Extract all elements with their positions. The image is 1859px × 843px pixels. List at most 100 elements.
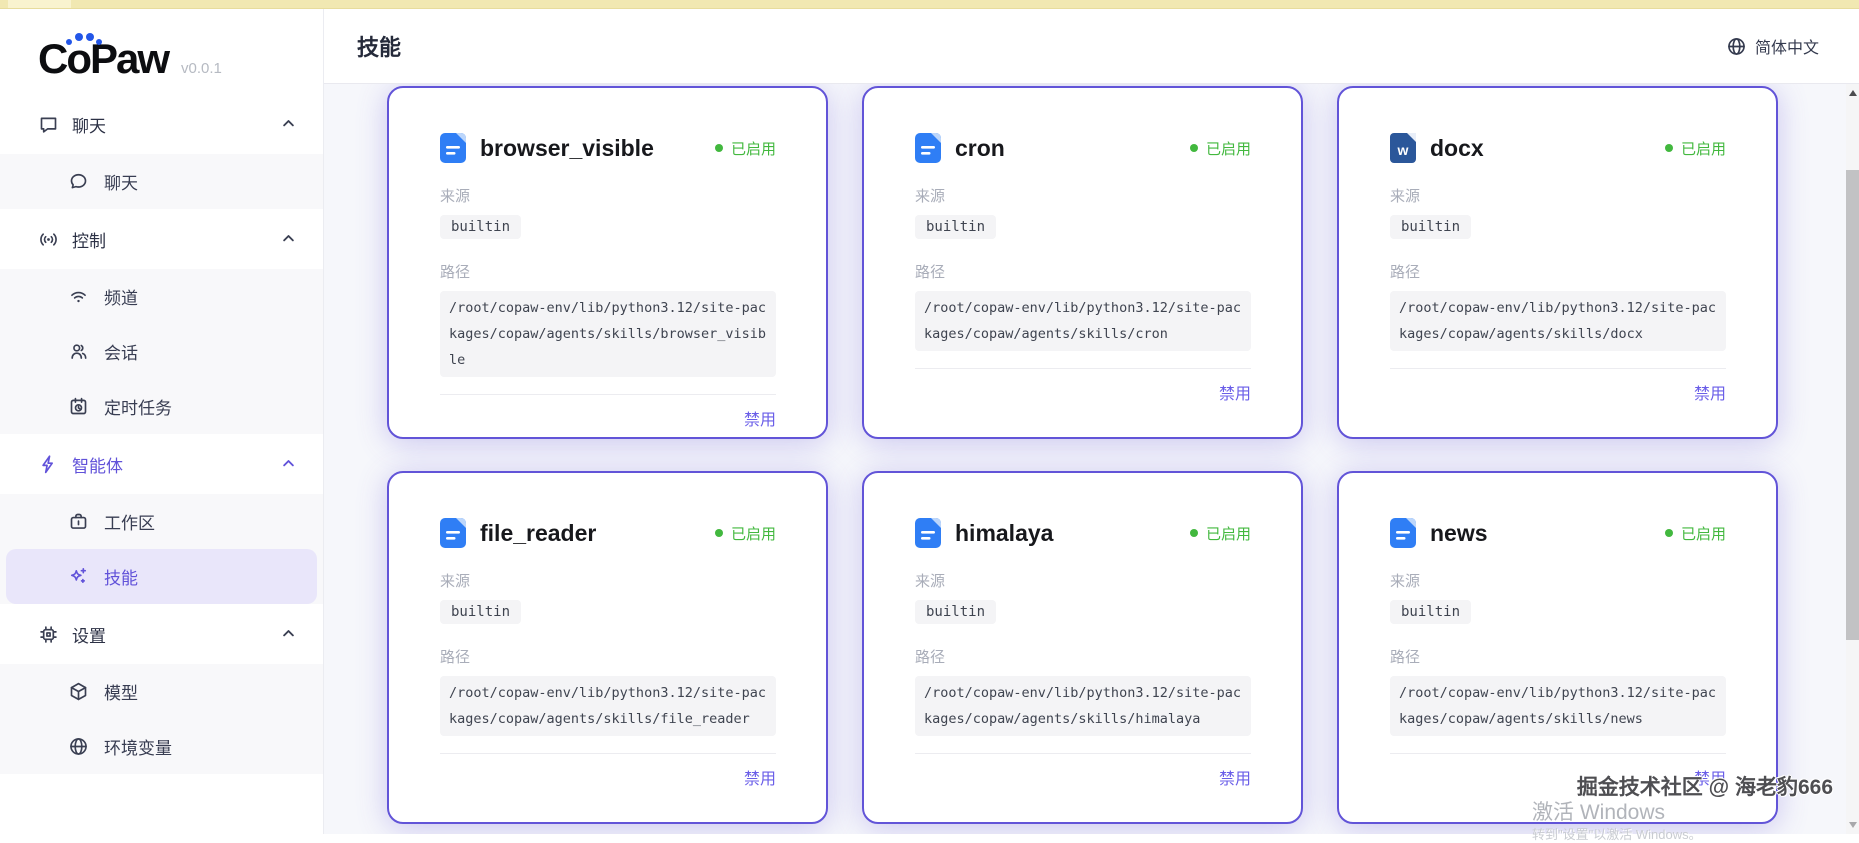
skill-card-header: news 已启用 bbox=[1390, 518, 1726, 548]
users-icon bbox=[68, 341, 89, 362]
file-doc-icon bbox=[915, 518, 941, 548]
page-title: 技能 bbox=[357, 35, 402, 60]
top-strip-segment bbox=[8, 0, 71, 8]
disable-button[interactable]: 禁用 bbox=[1693, 386, 1726, 403]
source-label: 来源 bbox=[440, 573, 471, 590]
activate-windows-watermark: 激活 Windows bbox=[1532, 801, 1666, 824]
sparkles-icon bbox=[68, 566, 89, 587]
logo-text: CoPaw bbox=[38, 35, 170, 83]
language-switcher[interactable]: 简体中文 bbox=[1726, 34, 1819, 58]
sidebar-item-label: 会话 bbox=[104, 344, 138, 363]
sidebar-item-channels[interactable]: 频道 bbox=[0, 269, 323, 324]
main-area: 技能 简体中文 browser_visible 已启用 来源 builtin 路… bbox=[324, 9, 1859, 834]
status-badge: 已启用 bbox=[1664, 523, 1726, 544]
status-badge: 已启用 bbox=[714, 138, 776, 159]
card-actions: 禁用 bbox=[1390, 369, 1726, 404]
app-logo: CoPaw bbox=[38, 33, 170, 83]
sidebar-item-chat[interactable]: 聊天 bbox=[0, 154, 323, 209]
source-value: builtin bbox=[915, 215, 997, 239]
status-dot-icon bbox=[1664, 144, 1673, 152]
calendar-clock-icon bbox=[68, 396, 89, 417]
path-label: 路径 bbox=[1390, 649, 1421, 666]
scroll-up-button[interactable] bbox=[1846, 85, 1859, 101]
skill-card-header: w docx 已启用 bbox=[1390, 133, 1726, 163]
status-dot-icon bbox=[1189, 529, 1198, 537]
globe-icon bbox=[1726, 36, 1746, 56]
status-label: 已启用 bbox=[1680, 525, 1726, 543]
card-actions: 禁用 bbox=[440, 754, 776, 789]
disable-button[interactable]: 禁用 bbox=[743, 771, 776, 788]
sidebar-item-label: 聊天 bbox=[104, 174, 138, 193]
triangle-down-icon bbox=[1848, 822, 1857, 828]
app-version: v0.0.1 bbox=[181, 60, 222, 77]
source-label: 来源 bbox=[440, 188, 471, 205]
path-value: /root/copaw-env/lib/python3.12/site-pack… bbox=[915, 291, 1251, 351]
disable-button[interactable]: 禁用 bbox=[1218, 771, 1251, 788]
content-area: browser_visible 已启用 来源 builtin 路径 /root/… bbox=[324, 84, 1859, 834]
skill-card: cron 已启用 来源 builtin 路径 /root/copaw-env/l… bbox=[862, 86, 1303, 439]
sidebar-section-settings[interactable]: 设置 bbox=[0, 604, 323, 664]
skill-card-header: himalaya 已启用 bbox=[915, 518, 1251, 548]
sidebar-item-label: 工作区 bbox=[104, 514, 155, 533]
sidebar-item-scheduled-tasks[interactable]: 定时任务 bbox=[0, 379, 323, 434]
skill-name: himalaya bbox=[955, 519, 1054, 546]
skill-card: browser_visible 已启用 来源 builtin 路径 /root/… bbox=[387, 86, 828, 439]
sidebar-subgroup-agents: 工作区 技能 bbox=[0, 494, 323, 604]
source-value: builtin bbox=[1390, 600, 1472, 624]
card-divider bbox=[440, 394, 776, 395]
path-value: /root/copaw-env/lib/python3.12/site-pack… bbox=[1390, 291, 1726, 351]
sidebar-item-sessions[interactable]: 会话 bbox=[0, 324, 323, 379]
cube-icon bbox=[68, 681, 89, 702]
source-label: 来源 bbox=[915, 573, 946, 590]
lightning-icon bbox=[38, 454, 59, 475]
logo-row: CoPaw v0.0.1 bbox=[0, 9, 323, 94]
sidebar-item-env-vars[interactable]: 环境变量 bbox=[0, 719, 323, 774]
source-value: builtin bbox=[440, 215, 522, 239]
sidebar-item-models[interactable]: 模型 bbox=[0, 664, 323, 719]
sidebar-section-agents[interactable]: 智能体 bbox=[0, 434, 323, 494]
file-word-icon: w bbox=[1390, 133, 1416, 163]
status-label: 已启用 bbox=[1680, 140, 1726, 158]
scroll-down-button[interactable] bbox=[1846, 817, 1859, 833]
sidebar-section-chat[interactable]: 聊天 bbox=[0, 94, 323, 154]
source-value: builtin bbox=[915, 600, 997, 624]
skill-name: browser_visible bbox=[480, 134, 654, 161]
scrollbar-thumb[interactable] bbox=[1846, 170, 1859, 640]
chevron-up-icon bbox=[281, 116, 297, 132]
sidebar-section-control[interactable]: 控制 bbox=[0, 209, 323, 269]
sidebar-subgroup-settings: 模型环境变量 bbox=[0, 664, 323, 774]
skill-card: file_reader 已启用 来源 builtin 路径 /root/copa… bbox=[387, 471, 828, 824]
status-badge: 已启用 bbox=[1189, 523, 1251, 544]
sidebar-item-label: 模型 bbox=[104, 684, 138, 703]
sidebar-section-label: 智能体 bbox=[72, 456, 123, 476]
sidebar-item-workspace[interactable]: 工作区 bbox=[0, 494, 323, 549]
chat-round-icon bbox=[68, 171, 89, 192]
card-divider bbox=[915, 368, 1251, 369]
status-dot-icon bbox=[714, 144, 723, 152]
sidebar-subgroup-control: 频道会话定时任务 bbox=[0, 269, 323, 434]
disable-button[interactable]: 禁用 bbox=[1693, 771, 1726, 788]
disable-button[interactable]: 禁用 bbox=[1218, 386, 1251, 403]
skill-name: cron bbox=[955, 134, 1005, 161]
file-doc-icon bbox=[915, 133, 941, 163]
broadcast-icon bbox=[38, 229, 59, 250]
page-header: 技能 简体中文 bbox=[324, 9, 1859, 84]
status-label: 已启用 bbox=[1205, 525, 1251, 543]
community-watermark: 掘金技术社区 @ 海老豹666 bbox=[1576, 776, 1833, 799]
sidebar-item-skills[interactable]: 技能 bbox=[6, 549, 317, 604]
card-actions: 禁用 bbox=[1390, 754, 1726, 789]
skill-card-header: file_reader 已启用 bbox=[440, 518, 776, 548]
chat-square-icon bbox=[38, 114, 59, 135]
disable-button[interactable]: 禁用 bbox=[743, 412, 776, 429]
vertical-scrollbar[interactable] bbox=[1846, 84, 1859, 834]
sidebar-item-label: 定时任务 bbox=[104, 399, 172, 418]
source-value: builtin bbox=[440, 600, 522, 624]
sidebar-item-label: 技能 bbox=[104, 569, 138, 588]
file-doc-icon bbox=[1390, 518, 1416, 548]
wifi-icon bbox=[68, 286, 89, 307]
globe-icon bbox=[68, 736, 89, 757]
sidebar-section-label: 聊天 bbox=[72, 116, 106, 136]
skill-card: w docx 已启用 来源 builtin 路径 /root/copaw-env… bbox=[1337, 86, 1778, 439]
skill-card: news 已启用 来源 builtin 路径 /root/copaw-env/l… bbox=[1337, 471, 1778, 824]
path-value: /root/copaw-env/lib/python3.12/site-pack… bbox=[440, 291, 776, 377]
